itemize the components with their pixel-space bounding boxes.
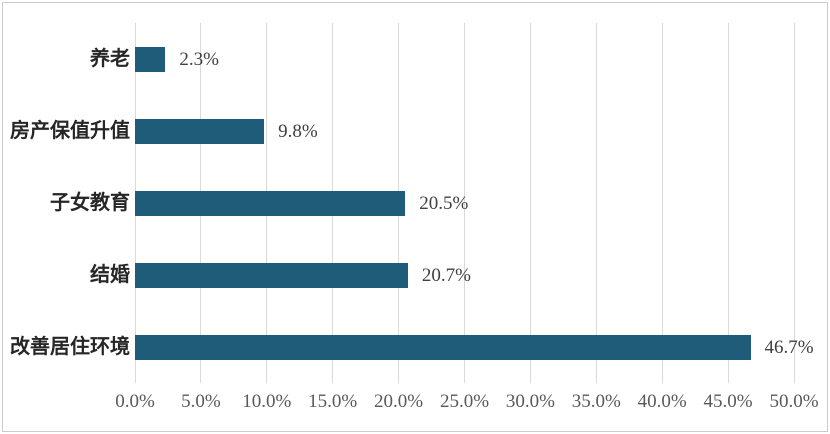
x-tick-label: 15.0% <box>308 391 358 412</box>
plot-area: 2.3% 9.8% 20.5% 20.7% 46.7% <box>134 23 814 383</box>
x-tick-label: 0.0% <box>115 391 155 412</box>
gridline <box>595 23 597 383</box>
bar-1 <box>135 46 166 72</box>
x-tick-label: 35.0% <box>571 391 621 412</box>
gridline <box>464 23 465 383</box>
x-tick-label: 50.0% <box>769 391 819 412</box>
value-label: 9.8% <box>278 120 318 142</box>
value-label: 20.5% <box>419 192 469 214</box>
x-tick-label: 45.0% <box>703 391 753 412</box>
bar-3 <box>135 190 406 216</box>
value-label: 20.7% <box>421 264 471 286</box>
category-label: 子女教育 <box>50 192 130 214</box>
category-label: 改善居住环境 <box>10 336 130 358</box>
gridline <box>529 23 531 383</box>
x-tick-label: 20.0% <box>374 391 424 412</box>
x-tick-label: 25.0% <box>439 391 490 412</box>
x-tick-label: 10.0% <box>242 391 292 412</box>
x-tick-label: 40.0% <box>637 391 687 412</box>
value-label: 2.3% <box>179 48 219 70</box>
x-tick-label: 30.0% <box>505 391 555 412</box>
gridline <box>727 23 729 383</box>
bar-5 <box>135 334 751 360</box>
value-label: 46.7% <box>764 336 814 358</box>
category-label: 房产保值升值 <box>10 120 130 142</box>
gridline <box>793 23 795 383</box>
category-label: 结婚 <box>90 264 130 286</box>
bar-4 <box>135 262 408 288</box>
bar-2 <box>135 118 265 144</box>
x-tick-label: 5.0% <box>181 391 221 412</box>
gridline <box>661 23 663 383</box>
category-label: 养老 <box>90 48 130 70</box>
